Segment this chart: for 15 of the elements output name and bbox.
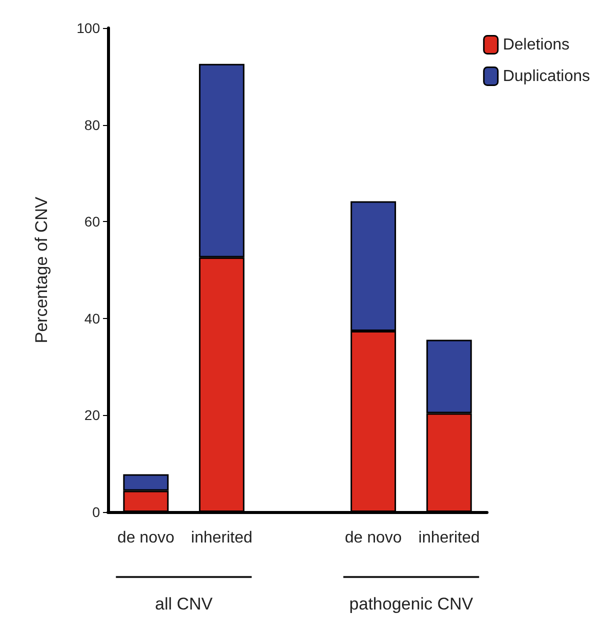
y-axis-title: Percentage of CNV <box>32 196 51 344</box>
legend-label: Duplications <box>502 68 590 85</box>
y-tick-label: 100 <box>76 20 100 36</box>
x-tick-label: inherited <box>191 530 252 546</box>
y-tick-label: 0 <box>92 504 100 520</box>
legend-label: Deletions <box>502 36 570 54</box>
text: all CNV <box>154 594 214 614</box>
text: pathogenic CNV <box>349 594 474 614</box>
x-tick-label: de novo <box>344 530 402 546</box>
x-tick-label: inherited <box>418 530 480 546</box>
y-tick-label: 20 <box>84 407 100 424</box>
y-tick-label: 60 <box>84 214 100 230</box>
x-tick-label: de novo <box>117 530 174 546</box>
y-tick-label: 80 <box>84 116 100 133</box>
y-tick-label: 40 <box>84 310 100 326</box>
